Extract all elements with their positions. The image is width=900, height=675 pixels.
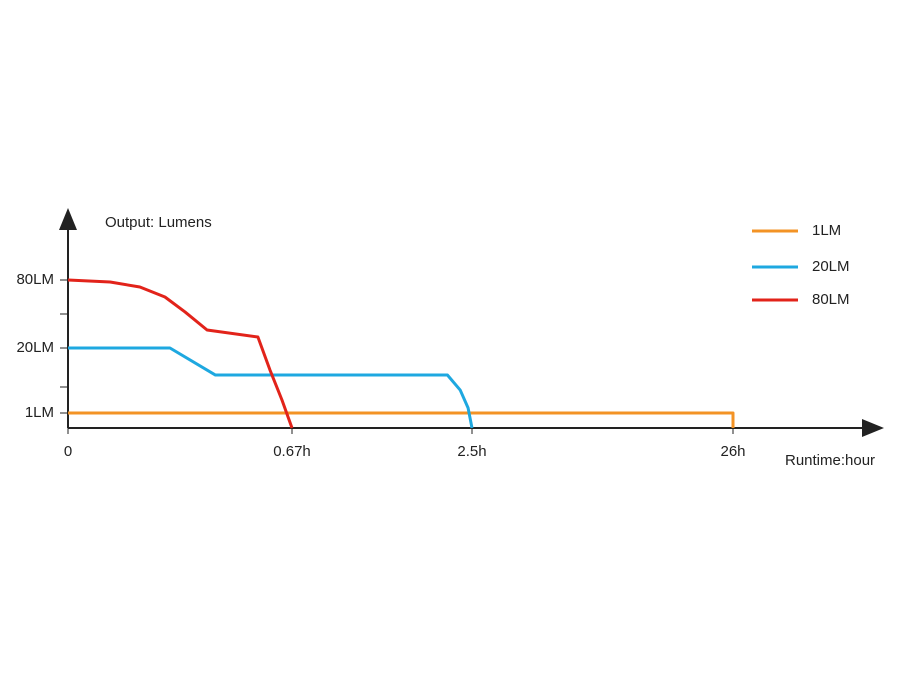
x-tick-label: 2.5h	[457, 443, 486, 460]
legend-label: 20LM	[812, 258, 850, 275]
legend-label: 1LM	[812, 222, 841, 239]
series-line	[68, 346, 474, 429]
x-tick-label: 26h	[720, 443, 745, 460]
y-tick-label: 1LM	[25, 404, 54, 421]
series-line	[68, 411, 735, 428]
x-axis-label: Runtime:hour	[785, 452, 875, 469]
chart-title: Output: Lumens	[105, 214, 212, 231]
y-tick-label: 80LM	[16, 271, 54, 288]
x-tick-label: 0	[64, 443, 72, 460]
x-axis-arrow	[862, 419, 884, 437]
y-tick-label: 20LM	[16, 339, 54, 356]
y-axis-arrow	[59, 208, 77, 230]
series-line	[67, 278, 294, 429]
legend-label: 80LM	[812, 291, 850, 308]
x-tick-label: 0.67h	[273, 443, 311, 460]
